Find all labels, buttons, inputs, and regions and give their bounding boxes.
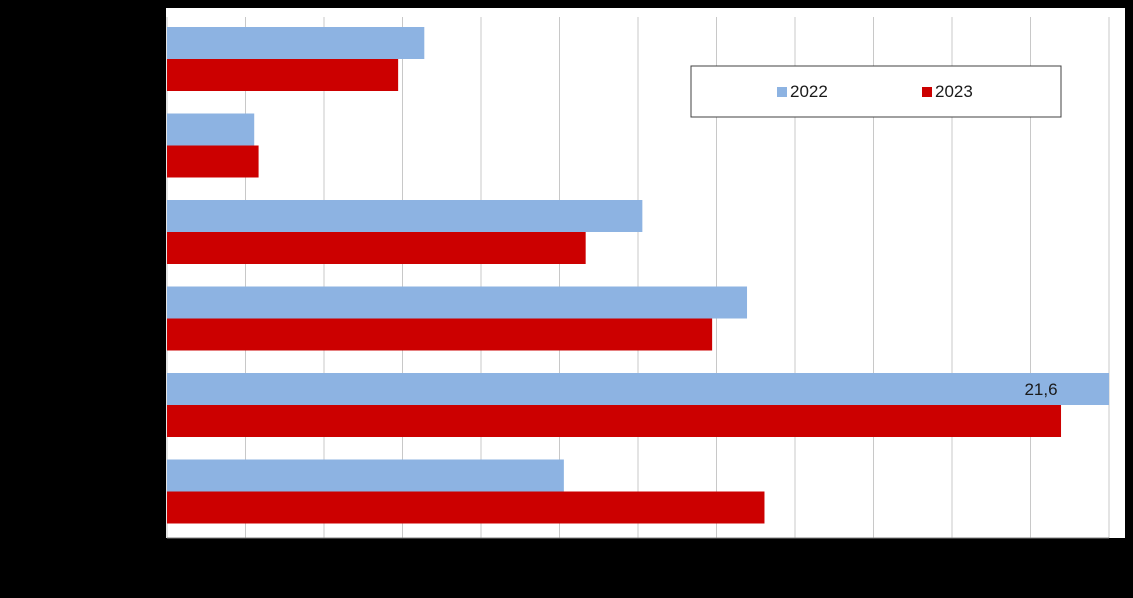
legend-label-2022: 2022 — [790, 82, 828, 101]
bar-2023-6 — [167, 491, 765, 524]
bar-2022-5 — [167, 373, 1109, 405]
legend-box — [690, 65, 1062, 118]
bar-2023-1 — [167, 59, 399, 91]
bar-2023-3 — [167, 232, 586, 264]
gridlines — [166, 17, 1110, 539]
data-labels: 21,6 — [1024, 380, 1057, 399]
legend-swatch-2023 — [922, 87, 932, 97]
bottom-margin-band — [8, 538, 1125, 590]
bar-2023-2 — [167, 145, 259, 178]
bar-2022-1 — [167, 27, 425, 59]
left-margin-band — [8, 8, 166, 590]
bars — [167, 27, 1109, 524]
bar-2022-2 — [167, 113, 255, 146]
legend: 2022 2023 — [690, 65, 1062, 118]
data-label: 21,6 — [1024, 380, 1057, 399]
legend-swatch-2022 — [777, 87, 787, 97]
bar-2023-5 — [167, 405, 1062, 437]
bar-2023-4 — [167, 318, 713, 351]
bar-2022-4 — [167, 286, 748, 319]
bar-2022-3 — [167, 200, 643, 232]
legend-label-2023: 2023 — [935, 82, 973, 101]
bar-2022-6 — [167, 459, 564, 492]
